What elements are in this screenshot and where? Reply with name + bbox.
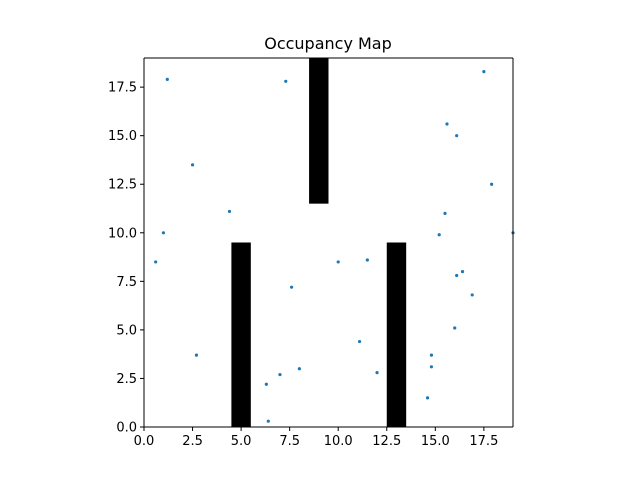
data-point [365,258,369,262]
data-point [227,209,232,214]
data-point [445,122,449,126]
data-point [154,260,158,264]
chart-title: Occupancy Map [264,34,392,53]
x-tick-label: 0.0 [134,434,155,449]
y-tick-label: 5.0 [116,323,137,338]
data-point [190,163,195,167]
data-point [429,365,434,369]
data-point [297,367,301,371]
y-tick-label: 17.5 [108,81,137,96]
data-point [165,77,169,81]
x-tick-label: 17.5 [469,434,498,449]
x-tick-label: 10.0 [324,434,353,449]
data-point [290,285,294,289]
obstacle-block-3 [386,242,407,427]
data-point [336,260,340,264]
x-tick-label: 15.0 [421,434,450,449]
data-point [455,273,459,278]
data-point [429,353,434,357]
data-point [453,326,457,330]
data-point [264,382,268,386]
data-point [425,396,430,400]
y-tick-label: 0.0 [116,421,137,436]
data-point [278,372,282,377]
data-point [470,293,474,297]
data-point [482,69,486,74]
x-tick-label: 2.5 [182,434,203,449]
data-point [437,233,441,237]
data-point [357,339,362,344]
data-point [266,419,270,423]
data-point [455,134,459,138]
x-tick-label: 12.5 [372,434,401,449]
data-point [375,371,379,375]
y-tick-label: 10.0 [108,226,137,241]
data-point [460,270,465,274]
plot-area: 0.0 2.5 5.0 7.5 10.0 12.5 15.0 17.5 0.0 2.5 5.0 7.5… [108,57,515,449]
data-point [443,211,447,215]
y-tick-label: 2.5 [116,372,137,387]
obstacle-block-1 [309,58,329,204]
x-tick-label: 5.0 [231,434,252,449]
obstacle-block-2 [231,242,251,427]
data-point [490,182,494,186]
y-tick-label: 12.5 [108,178,137,193]
data-point [194,353,199,357]
data-point [161,231,166,235]
x-tick-label: 7.5 [279,434,300,449]
y-tick-label: 15.0 [108,129,137,144]
data-point [284,79,288,83]
y-tick-label: 7.5 [116,275,137,290]
